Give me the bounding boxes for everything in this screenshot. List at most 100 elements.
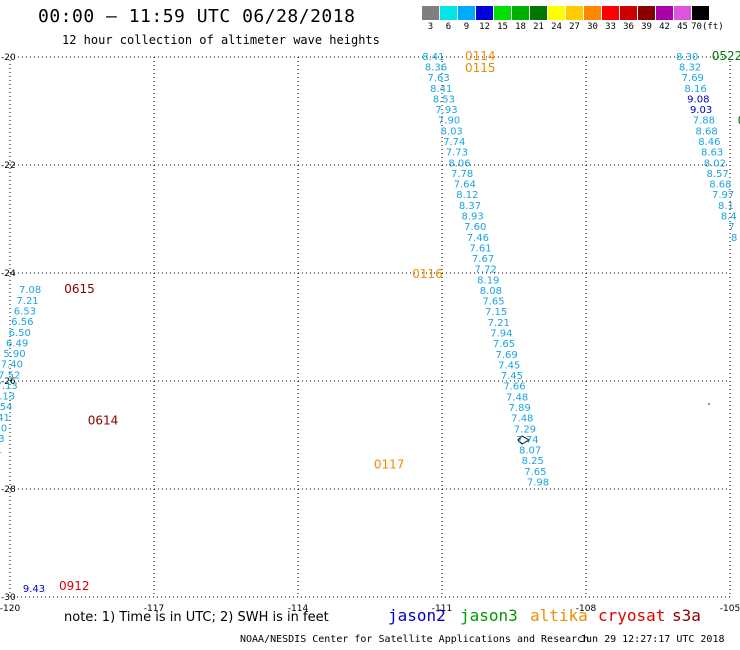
legend-label: 9 xyxy=(463,22,470,32)
pass-time-label: 0114 xyxy=(465,49,496,63)
swh-value: 8.25 xyxy=(522,456,544,467)
legend-swatch xyxy=(602,6,619,20)
lon-tick-label: -108 xyxy=(576,604,597,614)
swh-value: 7.61 xyxy=(469,243,491,254)
pass-time-label: 0116 xyxy=(412,267,443,281)
swh-value: 7.20 xyxy=(0,423,7,434)
swh-value: 8.32 xyxy=(679,63,701,74)
swh-value: 7.15 xyxy=(485,307,507,318)
swh-value: 8.03 xyxy=(441,126,463,137)
lat-tick-label: -26 xyxy=(1,377,16,387)
satellite-altika: altika xyxy=(530,606,588,625)
legend-swatch xyxy=(530,6,547,20)
legend-swatch xyxy=(512,6,529,20)
pass-time-label: 0912 xyxy=(59,579,90,593)
swh-value: 6.50 xyxy=(9,328,31,339)
chart-title: 00:00 – 11:59 UTC 06/28/2018 xyxy=(38,6,356,27)
legend-label: 21 xyxy=(533,22,544,32)
swh-value: 8.16 xyxy=(684,84,706,95)
legend-unit-label: (ft) xyxy=(702,22,724,32)
lat-tick-label: -24 xyxy=(1,269,16,279)
legend-label: 12 xyxy=(479,22,490,32)
swh-value: 7.48 xyxy=(511,414,533,425)
swh-value: 8.13 xyxy=(0,392,15,403)
swh-pass-altika: 8.418.367.638.418.537.937.908.037.747.73… xyxy=(422,52,549,489)
swh-value: 7.63 xyxy=(427,73,449,84)
map-grid xyxy=(9,56,731,598)
swh-value: 6.49 xyxy=(6,338,28,349)
swh-value: 7.73 xyxy=(446,148,468,159)
legend-label: 3 xyxy=(427,22,434,32)
swh-value: 8.4 xyxy=(721,211,737,222)
swh-value: 7.64 xyxy=(454,180,476,191)
swh-value: 7.45 xyxy=(501,371,523,382)
swh-value: 9.43 xyxy=(23,584,45,595)
swh-value: 9.08 xyxy=(687,94,709,105)
legend-swatch xyxy=(494,6,511,20)
swh-value: 8.41 xyxy=(430,84,452,95)
satellite-jason3: jason3 xyxy=(460,606,518,625)
swh-value: 7.65 xyxy=(524,467,546,478)
swh-value: 7.52 xyxy=(0,370,20,381)
swh-value: 7.65 xyxy=(482,297,504,308)
swh-value: 8.1 xyxy=(718,201,734,212)
note-text: note: 1) Time is in UTC; 2) SWH is in fe… xyxy=(64,610,329,625)
legend-swatch xyxy=(620,6,637,20)
lat-tick-label: -30 xyxy=(1,593,16,603)
swh-value: 7.21 xyxy=(16,296,38,307)
swh-color-legend: 3 6 9 12 15 18 21 24 27 30 33 36 39 42 45 70 (ft) xyxy=(422,6,728,38)
lon-tick-label: -117 xyxy=(144,604,164,614)
swh-value: 5.90 xyxy=(3,349,25,360)
swh-value: 7.94 xyxy=(490,329,512,340)
swh-value: 7.97 xyxy=(712,190,734,201)
swh-value: 7.08 xyxy=(19,285,41,296)
swh-pass-s3a: 7.087.216.536.566.506.495.907.407.527.13… xyxy=(0,285,45,595)
pass-time-label: 0115 xyxy=(465,61,496,75)
legend-swatch xyxy=(566,6,583,20)
pass-time-label: 0117 xyxy=(374,458,405,472)
swh-value: 7.51 xyxy=(0,445,2,456)
swh-value: 8.02 xyxy=(704,158,726,169)
legend-swatch xyxy=(692,6,709,20)
legend-label: 6 xyxy=(445,22,452,32)
credit-org: NOAA/NESDIS Center for Satellite Applica… xyxy=(240,634,590,645)
island-outline xyxy=(517,403,710,445)
swh-value: 6.53 xyxy=(14,306,36,317)
swh-value: 7.46 xyxy=(467,233,489,244)
swh-value: 8.53 xyxy=(433,94,455,105)
swh-value: 7.41 xyxy=(0,413,10,424)
swh-value: 7.60 xyxy=(464,222,486,233)
swh-value: 8.63 xyxy=(701,148,723,159)
swh-value: 7.74 xyxy=(516,435,538,446)
swh-value: 7.90 xyxy=(438,116,460,127)
lat-tick-label: -28 xyxy=(1,485,16,495)
lon-tick-label: -105 xyxy=(720,604,740,614)
legend-label: 33 xyxy=(605,22,616,32)
swh-value: 8.07 xyxy=(519,446,541,457)
swh-value: 8.06 xyxy=(448,158,470,169)
swh-value: 8.46 xyxy=(698,137,720,148)
swh-value: 6.56 xyxy=(11,317,33,328)
swh-value: 7.98 xyxy=(527,477,549,488)
swh-value: 7.89 xyxy=(509,403,531,414)
legend-swatch xyxy=(458,6,475,20)
legend-label: 42 xyxy=(659,22,670,32)
swh-value: 7.69 xyxy=(495,350,517,361)
swh-value: 8.68 xyxy=(695,126,717,137)
credit-date: Jun 29 12:27:17 UTC 2018 xyxy=(580,634,725,645)
swh-value: 7.69 xyxy=(682,73,704,84)
legend-label: 36 xyxy=(623,22,634,32)
swh-value: 7.13 xyxy=(0,381,18,392)
swh-value: 7.65 xyxy=(493,339,515,350)
swh-value: 7 xyxy=(728,222,734,233)
swh-value: 8.08 xyxy=(480,286,502,297)
legend-label: 18 xyxy=(515,22,526,32)
swh-value: 7.40 xyxy=(1,360,23,371)
chart-subtitle: 12 hour collection of altimeter wave hei… xyxy=(62,33,380,47)
swh-value: 7.54 xyxy=(0,402,13,413)
legend-label: 30 xyxy=(587,22,598,32)
legend-swatch xyxy=(422,6,439,20)
swh-value: 8.37 xyxy=(459,201,481,212)
pass-time-label: 0615 xyxy=(64,282,95,296)
